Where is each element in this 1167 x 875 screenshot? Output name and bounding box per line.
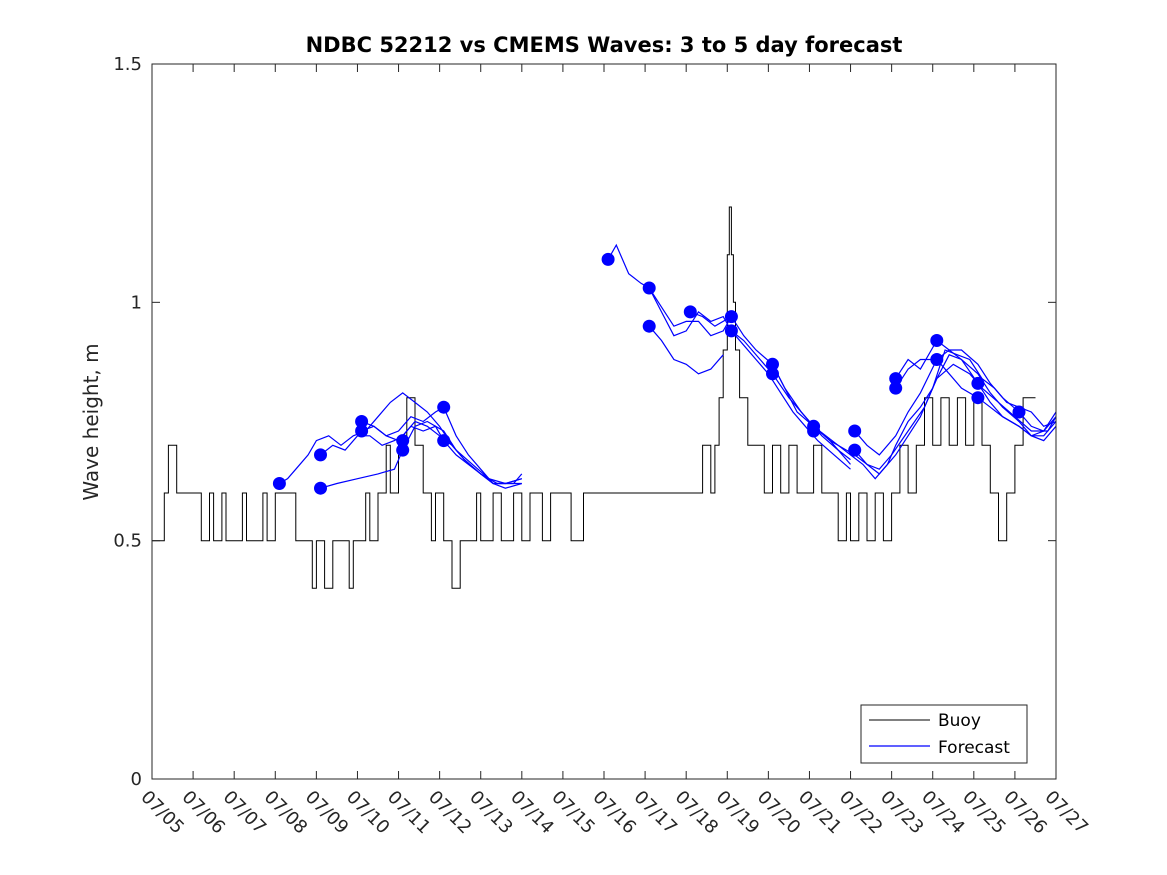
forecast-trace-5	[361, 425, 523, 485]
forecast-marker	[396, 443, 410, 457]
forecast-trace-14	[854, 354, 1057, 475]
forecast-marker	[396, 434, 410, 448]
forecast-marker	[971, 376, 985, 390]
forecast-trace-2	[320, 420, 522, 485]
forecast-marker	[766, 357, 779, 371]
forecast-trace-6	[607, 243, 732, 337]
forecast-marker	[1012, 405, 1026, 419]
forecast-marker	[766, 367, 779, 381]
forecast-marker	[601, 252, 615, 266]
forecast-marker	[437, 400, 451, 414]
forecast-trace-7	[648, 325, 724, 375]
forecast-trace-15	[895, 339, 1057, 432]
legend-box	[860, 704, 1028, 764]
forecast-marker	[889, 372, 903, 386]
forecast-marker	[683, 305, 697, 319]
forecast-marker	[807, 424, 821, 438]
forecast-marker	[930, 334, 944, 347]
forecast-marker	[642, 281, 656, 295]
forecast-trace-10	[730, 330, 851, 470]
chart-title: NDBC 52212 vs CMEMS Waves: 3 to 5 day fo…	[306, 33, 903, 57]
forecast-marker	[724, 310, 738, 324]
forecast-marker	[930, 353, 944, 366]
y-tick-label: 1	[131, 292, 142, 313]
forecast-marker	[642, 319, 656, 333]
legend-buoy-label: Buoy	[938, 711, 981, 731]
forecast-marker	[724, 324, 738, 338]
forecast-marker	[355, 424, 369, 438]
y-axis-label: Wave height, m	[79, 343, 103, 500]
legend-forecast-label: Forecast	[938, 738, 1010, 758]
forecast-marker	[314, 481, 327, 495]
y-tick-label: 0	[131, 769, 142, 790]
forecast-marker	[314, 448, 327, 462]
y-tick-label: 1.5	[113, 54, 142, 75]
plot-area	[152, 206, 1057, 589]
legend: Buoy Forecast	[860, 704, 1028, 764]
forecast-marker	[848, 424, 862, 438]
buoy-series-line	[152, 206, 1036, 589]
forecast-marker	[848, 443, 862, 457]
forecast-marker	[272, 477, 286, 490]
forecast-marker	[889, 381, 903, 395]
forecast-marker	[437, 434, 451, 448]
forecast-marker	[971, 391, 985, 405]
forecast-marker	[355, 415, 369, 428]
y-tick-label: 0.5	[113, 531, 142, 552]
